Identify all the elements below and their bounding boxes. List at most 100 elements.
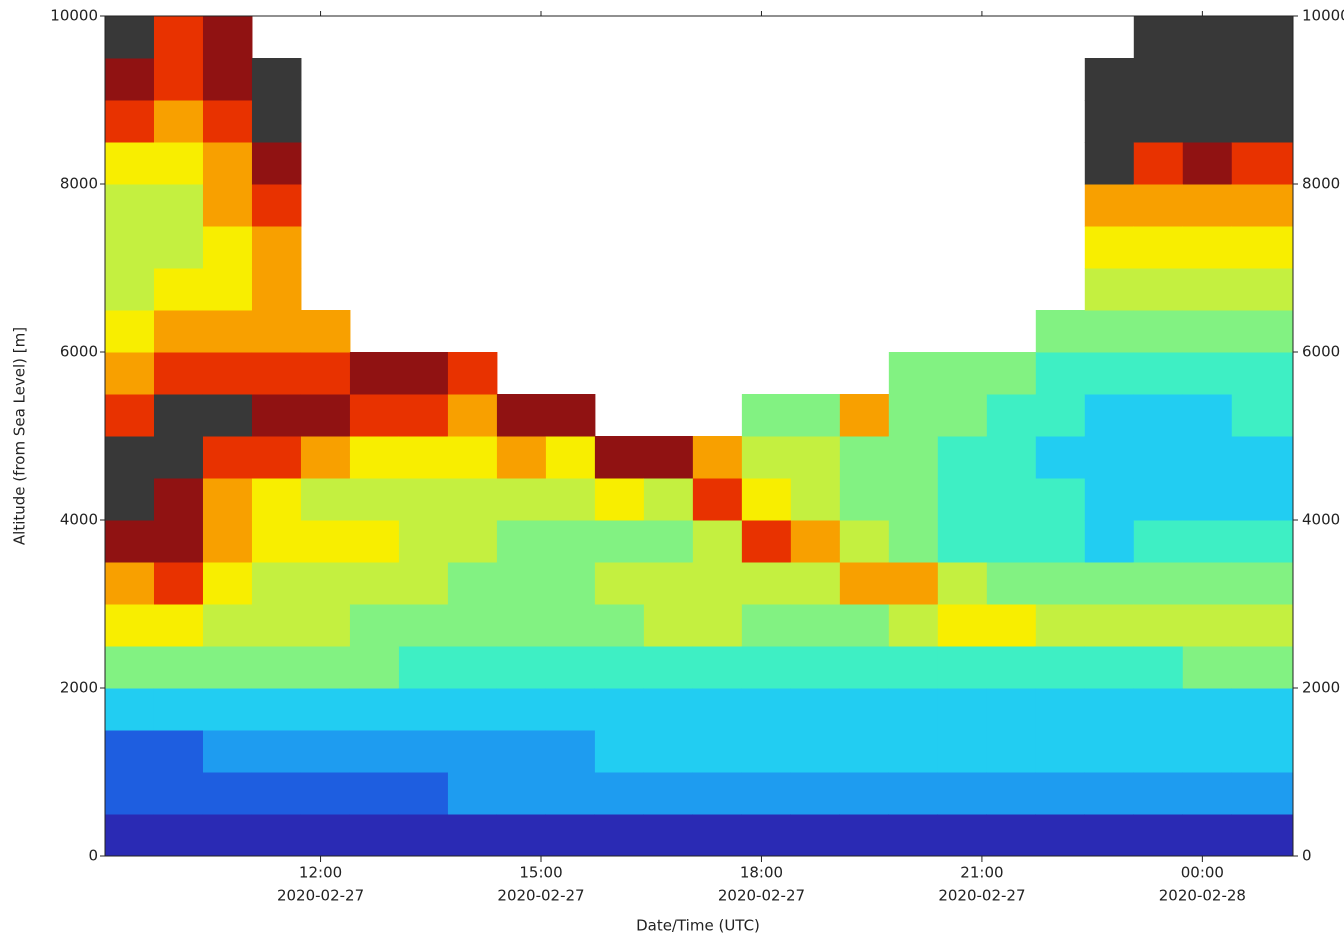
heatmap-cell: [1084, 646, 1135, 689]
heatmap-cell: [153, 604, 204, 647]
heatmap-cell: [741, 436, 792, 479]
heatmap-cell: [986, 562, 1037, 605]
heatmap-cell: [105, 814, 155, 857]
heatmap-cell: [986, 436, 1037, 479]
heatmap-cell: [300, 772, 351, 815]
y-tick-label: 10000: [50, 7, 98, 25]
heatmap-cell: [105, 436, 155, 479]
heatmap-cell: [153, 142, 204, 185]
heatmap-cell: [1084, 394, 1135, 437]
y2-tick-label: 6000: [1302, 343, 1340, 361]
heatmap-cell: [447, 772, 498, 815]
heatmap-cell: [986, 646, 1037, 689]
heatmap-cell: [300, 352, 351, 395]
heatmap-cell: [888, 604, 939, 647]
heatmap-cell: [1231, 100, 1294, 143]
heatmap-cell: [1231, 394, 1294, 437]
heatmap-cell: [251, 478, 302, 521]
heatmap-cell: [1133, 142, 1184, 185]
y-axis-title: Altitude (from Sea Level) [m]: [11, 327, 29, 545]
heatmap-cell: [300, 814, 351, 857]
heatmap-cell: [986, 772, 1037, 815]
heatmap-cell: [839, 562, 890, 605]
heatmap-cell: [202, 352, 253, 395]
x-tick-date: 2020-02-27: [497, 887, 584, 905]
heatmap-cell: [545, 478, 596, 521]
heatmap-cell: [643, 688, 694, 731]
heatmap-cell: [1035, 520, 1086, 563]
heatmap-cell: [105, 394, 155, 437]
y2-tick-label: 10000: [1302, 7, 1344, 25]
heatmap-cell: [545, 688, 596, 731]
heatmap-cell: [349, 436, 400, 479]
heatmap-cell: [1035, 478, 1086, 521]
heatmap-cell: [741, 688, 792, 731]
heatmap-cell: [1182, 58, 1233, 101]
heatmap-cell: [1084, 814, 1135, 857]
heatmap-cell: [447, 352, 498, 395]
heatmap-cell: [594, 478, 645, 521]
heatmap-cell: [839, 730, 890, 773]
heatmap-cell: [888, 394, 939, 437]
heatmap-cell: [251, 436, 302, 479]
heatmap-cell: [1231, 730, 1294, 773]
y-tick-label: 2000: [60, 679, 98, 697]
heatmap-cell: [692, 520, 743, 563]
heatmap-cell: [202, 520, 253, 563]
heatmap-cell: [741, 478, 792, 521]
heatmap-cell: [1182, 268, 1233, 311]
heatmap-cell: [1084, 184, 1135, 227]
heatmap-cell: [1182, 394, 1233, 437]
heatmap-cell: [937, 520, 988, 563]
heatmap-cell: [105, 604, 155, 647]
heatmap-cell: [1182, 226, 1233, 269]
heatmap-cell: [153, 268, 204, 311]
heatmap-cell: [545, 814, 596, 857]
heatmap-cell: [1231, 604, 1294, 647]
heatmap-cell: [251, 226, 302, 269]
heatmap-cell: [496, 646, 547, 689]
heatmap-cell: [447, 520, 498, 563]
heatmap-cell: [153, 688, 204, 731]
heatmap-cell: [1133, 478, 1184, 521]
heatmap-cell: [839, 646, 890, 689]
heatmap-cell: [1182, 814, 1233, 857]
heatmap-cell: [251, 772, 302, 815]
heatmap-cell: [888, 436, 939, 479]
heatmap-cell: [1182, 646, 1233, 689]
heatmap-cell: [643, 646, 694, 689]
heatmap-cell: [349, 562, 400, 605]
heatmap-cell: [790, 772, 841, 815]
heatmap-cell: [300, 604, 351, 647]
heatmap-cell: [741, 730, 792, 773]
heatmap-cell: [153, 730, 204, 773]
heatmap-cell: [790, 478, 841, 521]
heatmap-cell: [1133, 394, 1184, 437]
heatmap-cell: [1084, 772, 1135, 815]
heatmap-cell: [1084, 688, 1135, 731]
heatmap-cell: [1035, 688, 1086, 731]
y-tick-label: 4000: [60, 511, 98, 529]
heatmap-cell: [692, 436, 743, 479]
heatmap-cell: [1231, 310, 1294, 353]
heatmap-cell: [1133, 58, 1184, 101]
heatmap-cell: [741, 772, 792, 815]
heatmap-cell: [153, 310, 204, 353]
heatmap-cell: [1084, 142, 1135, 185]
heatmap-cell: [202, 226, 253, 269]
heatmap-cell: [692, 562, 743, 605]
heatmap-cell: [888, 352, 939, 395]
heatmap-cell: [1182, 478, 1233, 521]
heatmap-cell: [888, 646, 939, 689]
heatmap-cell: [986, 730, 1037, 773]
heatmap-cell: [105, 688, 155, 731]
heatmap-cell: [496, 604, 547, 647]
heatmap-cell: [153, 184, 204, 227]
heatmap-cell: [1182, 772, 1233, 815]
heatmap-cell: [251, 604, 302, 647]
heatmap-cell: [643, 478, 694, 521]
heatmap-cell: [1231, 58, 1294, 101]
heatmap-cell: [1182, 436, 1233, 479]
heatmap-cell: [1084, 604, 1135, 647]
heatmap-cell: [251, 520, 302, 563]
